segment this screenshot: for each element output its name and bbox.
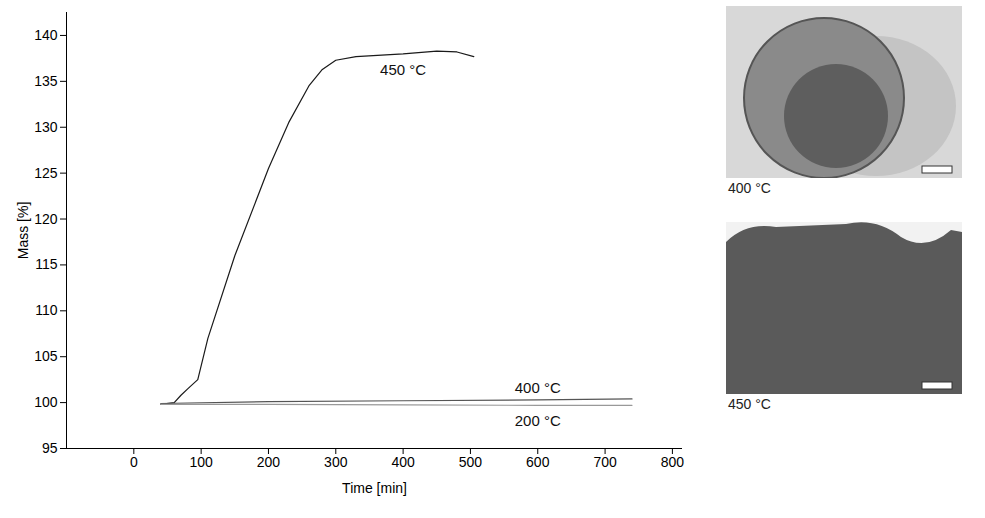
svg-text:140: 140 [34, 27, 58, 43]
svg-text:100: 100 [34, 394, 58, 410]
svg-text:400: 400 [391, 454, 415, 470]
svg-text:400 °C: 400 °C [515, 379, 561, 396]
svg-text:95: 95 [42, 440, 58, 456]
svg-text:200 °C: 200 °C [515, 412, 561, 429]
svg-text:Mass [%]: Mass [%] [15, 202, 31, 260]
svg-text:300: 300 [324, 454, 348, 470]
svg-text:115: 115 [35, 256, 58, 272]
svg-text:110: 110 [35, 302, 58, 318]
svg-text:130: 130 [34, 119, 58, 135]
svg-text:120: 120 [34, 211, 58, 227]
svg-text:Time [min]: Time [min] [342, 480, 407, 496]
svg-text:700: 700 [593, 454, 617, 470]
svg-text:500: 500 [459, 454, 483, 470]
html-text:400 °C: 400 °C [728, 180, 771, 196]
svg-text:135: 135 [34, 73, 58, 89]
svg-text:600: 600 [526, 454, 550, 470]
svg-text:0: 0 [130, 454, 138, 470]
svg-text:100: 100 [189, 454, 213, 470]
svg-text:105: 105 [34, 348, 58, 364]
svg-text:800: 800 [661, 454, 685, 470]
svg-text:125: 125 [34, 165, 58, 181]
html-text:450 °C: 450 °C [728, 396, 771, 412]
svg-text:200: 200 [257, 454, 281, 470]
svg-text:450 °C: 450 °C [380, 61, 426, 78]
